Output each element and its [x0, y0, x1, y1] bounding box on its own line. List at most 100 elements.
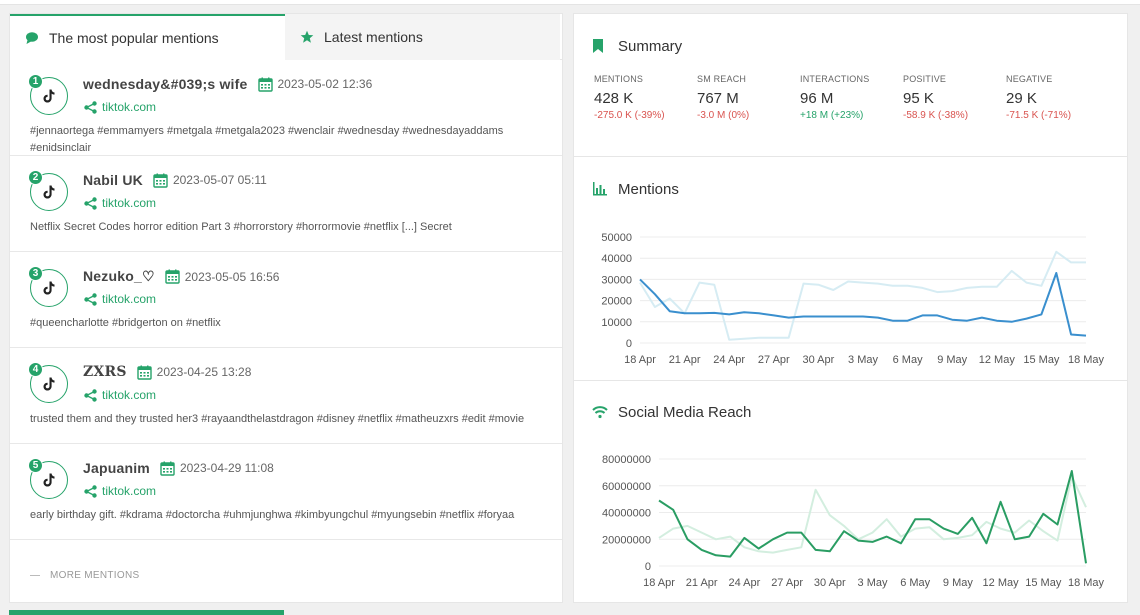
- tab-popular-mentions[interactable]: The most popular mentions: [10, 14, 285, 60]
- x-tick-label: 15 May: [1023, 354, 1060, 366]
- mention-date: 2023-05-07 05:11: [172, 173, 267, 187]
- x-tick-label: 21 Apr: [669, 354, 701, 366]
- x-tick-label: 9 May: [937, 354, 967, 366]
- mentions-chart-section: Mentions 0 10000 20000 30000 40000 50000 18 Ap…: [574, 157, 1127, 381]
- reach-chart-title-text: Social Media Reach: [618, 404, 752, 421]
- mentions-panel: The most popular mentions Latest mention…: [9, 13, 563, 603]
- mention-text: trusted them and they trusted her3 #raya…: [30, 413, 525, 425]
- dash-divider: [30, 575, 40, 576]
- mention-item[interactable]: 4 ZXRS 2023-04-25 13:28 tiktok.com trusted t…: [10, 348, 562, 444]
- mention-date: 2023-05-02 12:36: [277, 77, 373, 91]
- mention-item[interactable]: 5 Japuanim 2023-04-29 11:08 tiktok.com early…: [10, 444, 562, 540]
- mention-source: tiktok.com: [102, 196, 157, 210]
- series-line-current: [658, 470, 1087, 564]
- tab-popular-label: The most popular mentions: [49, 30, 219, 46]
- mention-source-link[interactable]: tiktok.com: [84, 292, 156, 306]
- metric-value: 428 K: [594, 90, 634, 107]
- reach-chart-title: Social Media Reach: [592, 404, 751, 421]
- mention-list: 1 wednesday&#039;s wife 2023-05-02 12:36 ti…: [10, 60, 562, 540]
- x-tick-label: 15 May: [1025, 577, 1062, 589]
- mention-text: Netflix Secret Codes horror edition Part…: [30, 221, 452, 233]
- summary-section: Summary MENTIONS 428 K -275.0 K (-39%) SM R…: [574, 14, 1127, 157]
- metric-positive: POSITIVE 95 K -58.9 K (-38%): [903, 74, 1006, 121]
- mention-text: early birthday gift. #kdrama #doctorcha …: [30, 509, 515, 521]
- calendar-icon: [160, 461, 175, 476]
- y-tick-label: 80000000: [602, 454, 651, 466]
- wifi-icon: [592, 405, 608, 421]
- rank-badge: 4: [28, 362, 43, 377]
- x-tick-label: 18 Apr: [624, 354, 656, 366]
- calendar-icon: [136, 365, 152, 380]
- stats-panel: Summary MENTIONS 428 K -275.0 K (-39%) SM R…: [573, 13, 1128, 603]
- mention-item[interactable]: 1 wednesday&#039;s wife 2023-05-02 12:36 ti…: [10, 60, 562, 156]
- metric-label: MENTIONS: [594, 74, 644, 84]
- x-tick-label: 21 Apr: [686, 577, 718, 589]
- calendar-icon: [153, 173, 168, 188]
- metric-value: 29 K: [1006, 90, 1037, 107]
- metric-negative: NEGATIVE 29 K -71.5 K (-71%): [1006, 74, 1109, 121]
- mentions-chart-title: Mentions: [592, 181, 679, 198]
- x-tick-label: 30 Apr: [802, 354, 834, 366]
- metric-label: SM REACH: [697, 74, 747, 84]
- tiktok-icon: [43, 89, 55, 103]
- mentions-chart-title-text: Mentions: [618, 181, 679, 198]
- mention-source-link[interactable]: tiktok.com: [84, 484, 156, 498]
- series-line-current: [639, 272, 1087, 337]
- share-icon: [84, 292, 97, 306]
- mention-text: #jennaortega #emmamyers #metgala #metgal…: [30, 125, 504, 154]
- tab-latest-label: Latest mentions: [324, 29, 423, 45]
- mention-source-link[interactable]: tiktok.com: [84, 196, 156, 210]
- mention-author[interactable]: Nezuko_♡: [83, 268, 155, 284]
- x-tick-label: 24 Apr: [728, 577, 760, 589]
- y-tick-label: 10000: [601, 317, 632, 329]
- x-tick-label: 18 May: [1068, 577, 1105, 589]
- mention-author[interactable]: wednesday&#039;s wife: [83, 76, 248, 92]
- metric-mentions: MENTIONS 428 K -275.0 K (-39%): [594, 74, 697, 121]
- mention-header: Nabil UK 2023-05-07 05:11: [83, 172, 267, 188]
- mentions-chart: 0 10000 20000 30000 40000 50000 18 Apr 21 Apr 24…: [601, 232, 1104, 366]
- mention-author[interactable]: Nabil UK: [83, 172, 143, 188]
- metric-label: NEGATIVE: [1006, 74, 1053, 84]
- more-mentions-link[interactable]: MORE MENTIONS: [30, 570, 139, 581]
- rank-badge: 3: [28, 266, 43, 281]
- y-tick-label: 0: [626, 338, 632, 350]
- metric-label: POSITIVE: [903, 74, 947, 84]
- calendar-icon: [165, 269, 180, 284]
- mention-header: wednesday&#039;s wife 2023-05-02 12:36: [83, 76, 372, 92]
- metric-delta: -71.5 K (-71%): [1006, 110, 1072, 121]
- y-tick-label: 30000: [601, 274, 632, 286]
- comment-icon: [24, 30, 40, 46]
- more-mentions-label: MORE MENTIONS: [50, 570, 140, 581]
- tiktok-icon: [43, 473, 55, 487]
- reach-chart: 0 20000000 40000000 60000000 80000000 18 Apr 2…: [602, 454, 1105, 589]
- mention-author[interactable]: Japuanim: [83, 460, 150, 476]
- x-tick-label: 24 Apr: [713, 354, 745, 366]
- share-icon: [84, 196, 97, 210]
- metric-delta: -3.0 M (0%): [697, 110, 750, 121]
- metric-value: 96 M: [800, 90, 834, 107]
- share-icon: [84, 100, 97, 114]
- mention-source: tiktok.com: [102, 388, 157, 402]
- mention-item[interactable]: 2 Nabil UK 2023-05-07 05:11 tiktok.com Netfl…: [10, 156, 562, 252]
- mention-source-link[interactable]: tiktok.com: [84, 388, 156, 402]
- mention-header: ZXRS 2023-04-25 13:28: [83, 364, 251, 380]
- x-tick-label: 12 May: [979, 354, 1016, 366]
- metric-interactions: INTERACTIONS 96 M +18 M (+23%): [800, 74, 903, 121]
- y-tick-label: 20000000: [602, 534, 651, 546]
- mention-source-link[interactable]: tiktok.com: [84, 100, 156, 114]
- share-icon: [84, 388, 97, 402]
- y-tick-label: 40000: [601, 253, 632, 265]
- series-line-previous: [639, 250, 1086, 341]
- mention-date: 2023-04-29 11:08: [179, 461, 274, 475]
- mention-author[interactable]: ZXRS: [83, 364, 127, 380]
- x-tick-label: 9 May: [943, 577, 973, 589]
- top-strip: [0, 0, 1140, 5]
- summary-title: Summary: [592, 38, 682, 55]
- metric-label: INTERACTIONS: [800, 74, 870, 84]
- tab-latest-mentions[interactable]: Latest mentions: [285, 14, 560, 60]
- mention-header: Nezuko_♡ 2023-05-05 16:56: [83, 268, 279, 285]
- mention-item[interactable]: 3 Nezuko_♡ 2023-05-05 16:56 tiktok.com #quee…: [10, 252, 562, 348]
- y-tick-label: 50000: [601, 232, 632, 244]
- tiktok-icon: [43, 377, 55, 391]
- mention-date: 2023-04-25 13:28: [156, 365, 252, 379]
